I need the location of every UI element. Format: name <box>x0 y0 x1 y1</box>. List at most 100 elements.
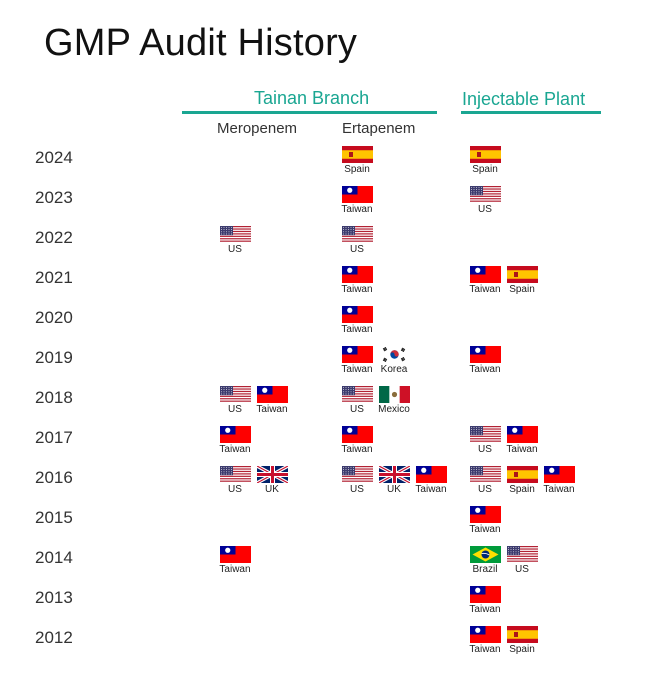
spain-flag-icon <box>469 146 501 163</box>
country-label: US <box>228 404 242 415</box>
group-label-tainan-branch: Tainan Branch <box>254 88 370 108</box>
country-label: Taiwan <box>469 364 501 375</box>
country-label: UK <box>387 484 401 495</box>
spain-flag-icon <box>341 146 373 163</box>
country-label: US <box>228 244 242 255</box>
audit-entry: Spain <box>502 466 542 495</box>
brazil-flag-icon <box>469 546 501 563</box>
audit-entry: Taiwan <box>502 426 542 455</box>
taiwan-flag-icon <box>469 266 501 283</box>
spain-flag-icon <box>506 466 538 483</box>
country-label: Korea <box>380 364 408 375</box>
year-label: 2022 <box>35 228 73 247</box>
taiwan-flag-icon <box>341 186 373 203</box>
country-label: Taiwan <box>469 604 501 615</box>
us-flag-icon <box>219 226 251 243</box>
audit-entry: UK <box>374 466 414 495</box>
audit-entry: US <box>465 186 505 215</box>
audit-entry: Taiwan <box>252 386 292 415</box>
audit-entry: Taiwan <box>465 626 505 655</box>
us-flag-icon <box>469 466 501 483</box>
country-label: Taiwan <box>543 484 575 495</box>
country-label: Spain <box>344 164 370 175</box>
uk-flag-icon <box>378 466 410 483</box>
country-label: Taiwan <box>469 644 501 655</box>
country-label: Taiwan <box>341 324 373 335</box>
country-label: Taiwan <box>415 484 447 495</box>
audit-entry: Taiwan <box>337 346 377 375</box>
audit-entry: Taiwan <box>337 426 377 455</box>
country-label: Taiwan <box>219 444 251 455</box>
audit-entry: Brazil <box>465 546 505 575</box>
country-label: Taiwan <box>341 364 373 375</box>
taiwan-flag-icon <box>506 426 538 443</box>
country-label: US <box>350 404 364 415</box>
audit-entry: Taiwan <box>337 266 377 295</box>
korea-flag-icon <box>378 346 410 363</box>
audit-entry: Taiwan <box>465 506 505 535</box>
year-label: 2014 <box>35 548 73 567</box>
spain-flag-icon <box>506 626 538 643</box>
spain-flag-icon <box>506 266 538 283</box>
year-label: 2017 <box>35 428 73 447</box>
audit-entry: Taiwan <box>215 426 255 455</box>
taiwan-flag-icon <box>341 346 373 363</box>
group-underline-injectable <box>461 111 601 114</box>
audit-entry: US <box>502 546 542 575</box>
year-label: 2020 <box>35 308 73 327</box>
audit-entry: US <box>215 386 255 415</box>
year-label: 2023 <box>35 188 73 207</box>
country-label: US <box>478 484 492 495</box>
audit-entry: Korea <box>374 346 414 375</box>
country-label: Taiwan <box>506 444 538 455</box>
taiwan-flag-icon <box>543 466 575 483</box>
year-label: 2013 <box>35 588 73 607</box>
mexico-flag-icon <box>378 386 410 403</box>
taiwan-flag-icon <box>469 626 501 643</box>
audit-entry: Taiwan <box>465 266 505 295</box>
taiwan-flag-icon <box>341 426 373 443</box>
country-label: Taiwan <box>256 404 288 415</box>
audit-entry: US <box>337 466 377 495</box>
taiwan-flag-icon <box>219 426 251 443</box>
taiwan-flag-icon <box>469 346 501 363</box>
year-label: 2015 <box>35 508 73 527</box>
taiwan-flag-icon <box>469 586 501 603</box>
country-label: Spain <box>509 644 535 655</box>
audit-entry: US <box>337 226 377 255</box>
audit-entry: Taiwan <box>465 586 505 615</box>
us-flag-icon <box>506 546 538 563</box>
group-label-injectable-plant: Injectable Plant <box>462 89 586 109</box>
us-flag-icon <box>219 466 251 483</box>
country-label: US <box>478 204 492 215</box>
taiwan-flag-icon <box>256 386 288 403</box>
audit-entry: Taiwan <box>215 546 255 575</box>
country-label: Taiwan <box>341 284 373 295</box>
country-label: Taiwan <box>219 564 251 575</box>
us-flag-icon <box>219 386 251 403</box>
audit-entry: Taiwan <box>337 306 377 335</box>
country-label: US <box>478 444 492 455</box>
year-label: 2024 <box>35 148 73 167</box>
audit-entry: US <box>337 386 377 415</box>
taiwan-flag-icon <box>415 466 447 483</box>
country-label: Taiwan <box>341 444 373 455</box>
year-label: 2012 <box>35 628 73 647</box>
audit-entry: US <box>215 226 255 255</box>
country-label: Mexico <box>378 404 410 415</box>
country-label: US <box>350 244 364 255</box>
uk-flag-icon <box>256 466 288 483</box>
country-label: Spain <box>509 484 535 495</box>
taiwan-flag-icon <box>469 506 501 523</box>
column-header-ertapenem: Ertapenem <box>342 120 416 137</box>
country-label: Taiwan <box>469 284 501 295</box>
audit-entry: Spain <box>465 146 505 175</box>
year-label: 2021 <box>35 268 73 287</box>
audit-entry: US <box>465 466 505 495</box>
page-title: GMP Audit History <box>44 22 358 64</box>
country-label: Spain <box>509 284 535 295</box>
taiwan-flag-icon <box>219 546 251 563</box>
audit-entry: Mexico <box>374 386 414 415</box>
audit-entry: Taiwan <box>465 346 505 375</box>
audit-entry: US <box>465 426 505 455</box>
